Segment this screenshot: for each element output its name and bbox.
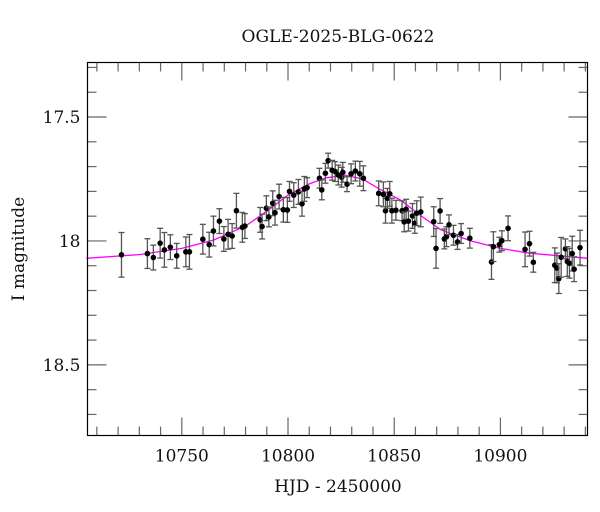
data-point xyxy=(357,170,363,177)
data-point xyxy=(229,233,235,239)
data-point xyxy=(280,206,287,213)
data-point xyxy=(344,181,350,187)
data-point xyxy=(496,241,503,248)
data-point xyxy=(375,190,382,197)
y-tick-label: 18.5 xyxy=(43,356,81,376)
x-tick-label: 10750 xyxy=(155,447,209,467)
data-point xyxy=(322,170,329,177)
data-point xyxy=(338,174,345,181)
y-tick-label: 18 xyxy=(59,232,81,252)
data-point xyxy=(269,200,276,207)
data-point xyxy=(206,241,213,248)
data-point xyxy=(318,187,325,193)
data-point xyxy=(200,236,206,243)
data-point xyxy=(450,232,457,239)
data-point xyxy=(566,260,573,267)
data-point xyxy=(417,209,424,215)
data-point xyxy=(530,259,537,266)
data-point xyxy=(526,240,533,247)
data-point xyxy=(360,175,367,182)
data-point xyxy=(157,240,163,246)
chart-title: OGLE-2025-BLG-0622 xyxy=(242,27,435,47)
data-point xyxy=(150,254,157,261)
data-point xyxy=(173,253,180,259)
x-tick-label: 10900 xyxy=(473,447,527,467)
data-point xyxy=(401,219,407,225)
data-point xyxy=(380,191,387,198)
data-point xyxy=(490,243,497,250)
data-point xyxy=(284,207,291,213)
data-point xyxy=(522,246,528,253)
data-point xyxy=(304,184,310,191)
data-point xyxy=(386,191,393,197)
plot-frame xyxy=(86,61,589,437)
data-points xyxy=(118,152,584,295)
data-point xyxy=(221,236,227,242)
data-point xyxy=(295,189,302,195)
data-point xyxy=(216,218,223,224)
data-point xyxy=(499,237,505,244)
data-point xyxy=(393,207,399,214)
tick-labels: 10750 10800 10850 10900 17.5 18 18.5 xyxy=(43,108,528,466)
axis-ticks xyxy=(87,62,588,436)
data-point xyxy=(505,225,511,232)
data-point xyxy=(272,209,278,216)
data-point xyxy=(286,188,293,195)
data-point xyxy=(161,247,168,253)
data-point xyxy=(290,192,297,198)
data-point xyxy=(437,208,443,214)
x-tick-label: 10850 xyxy=(367,447,421,467)
data-point xyxy=(266,214,272,220)
data-point xyxy=(276,193,282,200)
data-point xyxy=(446,222,452,228)
data-point xyxy=(340,169,346,176)
y-tick-label: 17.5 xyxy=(43,108,81,128)
data-point xyxy=(571,266,577,272)
data-point xyxy=(430,218,437,225)
data-point xyxy=(233,207,240,214)
data-point xyxy=(467,235,473,242)
data-point xyxy=(348,170,354,177)
data-point xyxy=(405,218,412,224)
data-point xyxy=(242,223,248,229)
x-axis-label: HJD - 2450000 xyxy=(274,477,402,497)
data-point xyxy=(384,195,391,202)
data-point xyxy=(352,168,359,174)
data-point xyxy=(433,245,439,252)
data-point xyxy=(210,228,217,234)
data-point xyxy=(118,252,125,258)
data-point xyxy=(325,157,331,164)
data-point xyxy=(458,230,464,237)
data-point xyxy=(299,200,305,207)
data-point xyxy=(144,250,151,257)
data-point xyxy=(577,244,583,251)
data-point xyxy=(569,250,576,257)
data-point xyxy=(409,213,416,219)
data-point xyxy=(259,223,265,230)
data-point xyxy=(167,244,174,250)
data-point xyxy=(382,207,389,214)
model-curve xyxy=(86,174,588,259)
data-point xyxy=(186,249,193,255)
x-tick-label: 10800 xyxy=(261,447,315,467)
y-axis-label: I magnitude xyxy=(9,197,29,301)
